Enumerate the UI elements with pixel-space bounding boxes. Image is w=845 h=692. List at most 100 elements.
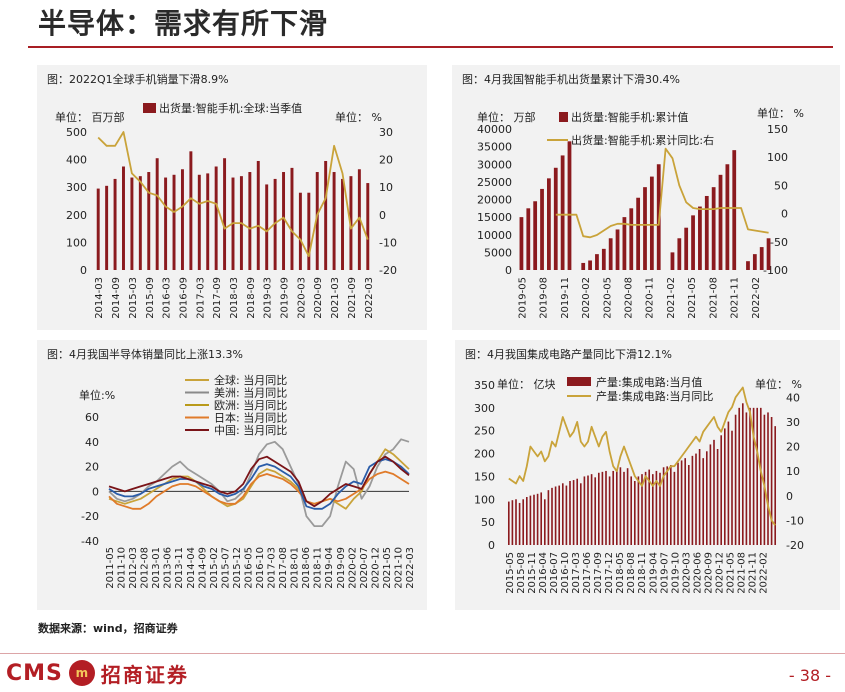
bar [197, 174, 201, 270]
bar [605, 470, 607, 545]
y-tick: 40 [85, 436, 99, 449]
bar [324, 160, 328, 270]
bar [122, 166, 125, 270]
y-right-tick: -50 [770, 236, 788, 249]
x-tick: 2017-09 [212, 277, 223, 319]
bar [711, 187, 716, 270]
legend-bar-swatch [567, 377, 591, 386]
bar [256, 160, 260, 270]
x-tick: 2022-03 [405, 547, 416, 589]
x-tick: 2020-03 [681, 552, 692, 594]
y-tick: 20 [85, 461, 99, 474]
company-logo: CMS m 招商证券 [6, 658, 189, 688]
bar [601, 471, 604, 545]
bar [774, 426, 777, 545]
bar [105, 185, 109, 270]
x-tick: 2016-04 [538, 552, 549, 594]
bar [515, 499, 517, 545]
y-left-tick: 20000 [477, 194, 512, 207]
y-left-tick: 100 [474, 493, 495, 506]
bar [189, 151, 193, 270]
bar [579, 483, 582, 545]
bar [511, 500, 514, 545]
y-right-tick: 150 [767, 123, 788, 136]
bar [130, 177, 134, 270]
bar [727, 421, 730, 545]
x-tick: 2019-04 [324, 547, 335, 589]
x-tick: 2018-05 [615, 552, 626, 594]
x-tick: 2015-05 [505, 552, 516, 594]
bar [172, 174, 176, 270]
left-unit-label: 单位： 百万部 [55, 110, 125, 124]
bar [731, 430, 733, 545]
bar [662, 467, 665, 545]
chart-title: 图：4月我国集成电路产量同比下滑12.1% [465, 348, 672, 361]
chart-panel-global-phone-sales: 图：2022Q1全球手机销量下滑8.9% 单位： 百万部 单位： % 出货量:智能手… [37, 65, 427, 330]
bar [540, 492, 543, 545]
bar [691, 455, 694, 545]
legend-label: 产量:集成电路:当月同比 [596, 389, 713, 403]
bar [695, 453, 697, 545]
bar [273, 178, 277, 270]
bar [659, 472, 661, 545]
x-tick: 2020-12 [714, 552, 725, 594]
x-tick: 2018-01 [290, 547, 301, 589]
y-left-tick: 250 [474, 425, 495, 438]
bar [709, 444, 712, 545]
chart-panel-semiconductor-sales: 图：4月我国半导体销量同比上涨13.3% 单位:% 全球: 当月同比 美洲: 当月同… [37, 340, 427, 610]
x-tick: 2022-02 [759, 552, 770, 594]
x-tick: 2020-02 [581, 277, 592, 319]
bar [641, 474, 643, 545]
y-left-tick: 200 [66, 209, 87, 222]
x-tick: 2017-06 [582, 552, 593, 594]
x-tick: 2016-09 [178, 277, 189, 319]
bar [734, 414, 737, 545]
x-tick: 2019-09 [280, 277, 291, 319]
x-tick: 2021-05 [725, 552, 736, 594]
x-tick: 2019-09 [336, 547, 347, 589]
bar [633, 481, 636, 545]
bar [648, 469, 651, 545]
bar [637, 476, 640, 545]
legend-label: 中国: 当月同比 [214, 423, 287, 437]
bar [655, 470, 658, 545]
chart-ic-output: 单位： 亿块 单位： %产量:集成电路:当月值产量:集成电路:当月同比050100… [474, 375, 804, 594]
bar [677, 238, 682, 270]
bar [718, 174, 723, 270]
x-tick: 2018-11 [313, 547, 324, 589]
bar [619, 467, 622, 545]
series-line-全球 [108, 458, 410, 510]
bar [759, 407, 762, 545]
y-right-tick: 10 [379, 181, 393, 194]
bar [684, 227, 689, 270]
bar [629, 208, 634, 270]
y-right-tick: 0 [781, 208, 788, 221]
y-left-tick: 0 [488, 539, 495, 552]
bar [767, 412, 769, 545]
bar [180, 169, 184, 270]
bar [522, 499, 525, 545]
bar [155, 158, 159, 270]
x-tick: 2019-07 [659, 552, 670, 594]
x-tick: 2016-10 [560, 552, 571, 594]
bar [770, 417, 773, 545]
bar [594, 477, 597, 545]
bar [649, 176, 654, 270]
bar [547, 490, 550, 545]
bar [569, 481, 571, 545]
y-left-tick: 25000 [477, 176, 512, 189]
bar [651, 474, 654, 545]
bar [282, 172, 286, 270]
x-tick: 2022-02 [751, 277, 762, 319]
x-tick: 2019-11 [560, 277, 571, 319]
chart-title: 图：4月我国半导体销量同比上涨13.3% [47, 348, 243, 361]
y-left-tick: 15000 [477, 211, 512, 224]
chart-panel-ic-output: 图：4月我国集成电路产量同比下滑12.1% 单位： 亿块 单位： % 产量:集成电路… [455, 340, 840, 610]
bar [687, 465, 690, 545]
yoy-line [555, 147, 769, 239]
x-tick: 2019-05 [517, 277, 528, 319]
bar [536, 493, 539, 545]
bar [214, 166, 218, 270]
